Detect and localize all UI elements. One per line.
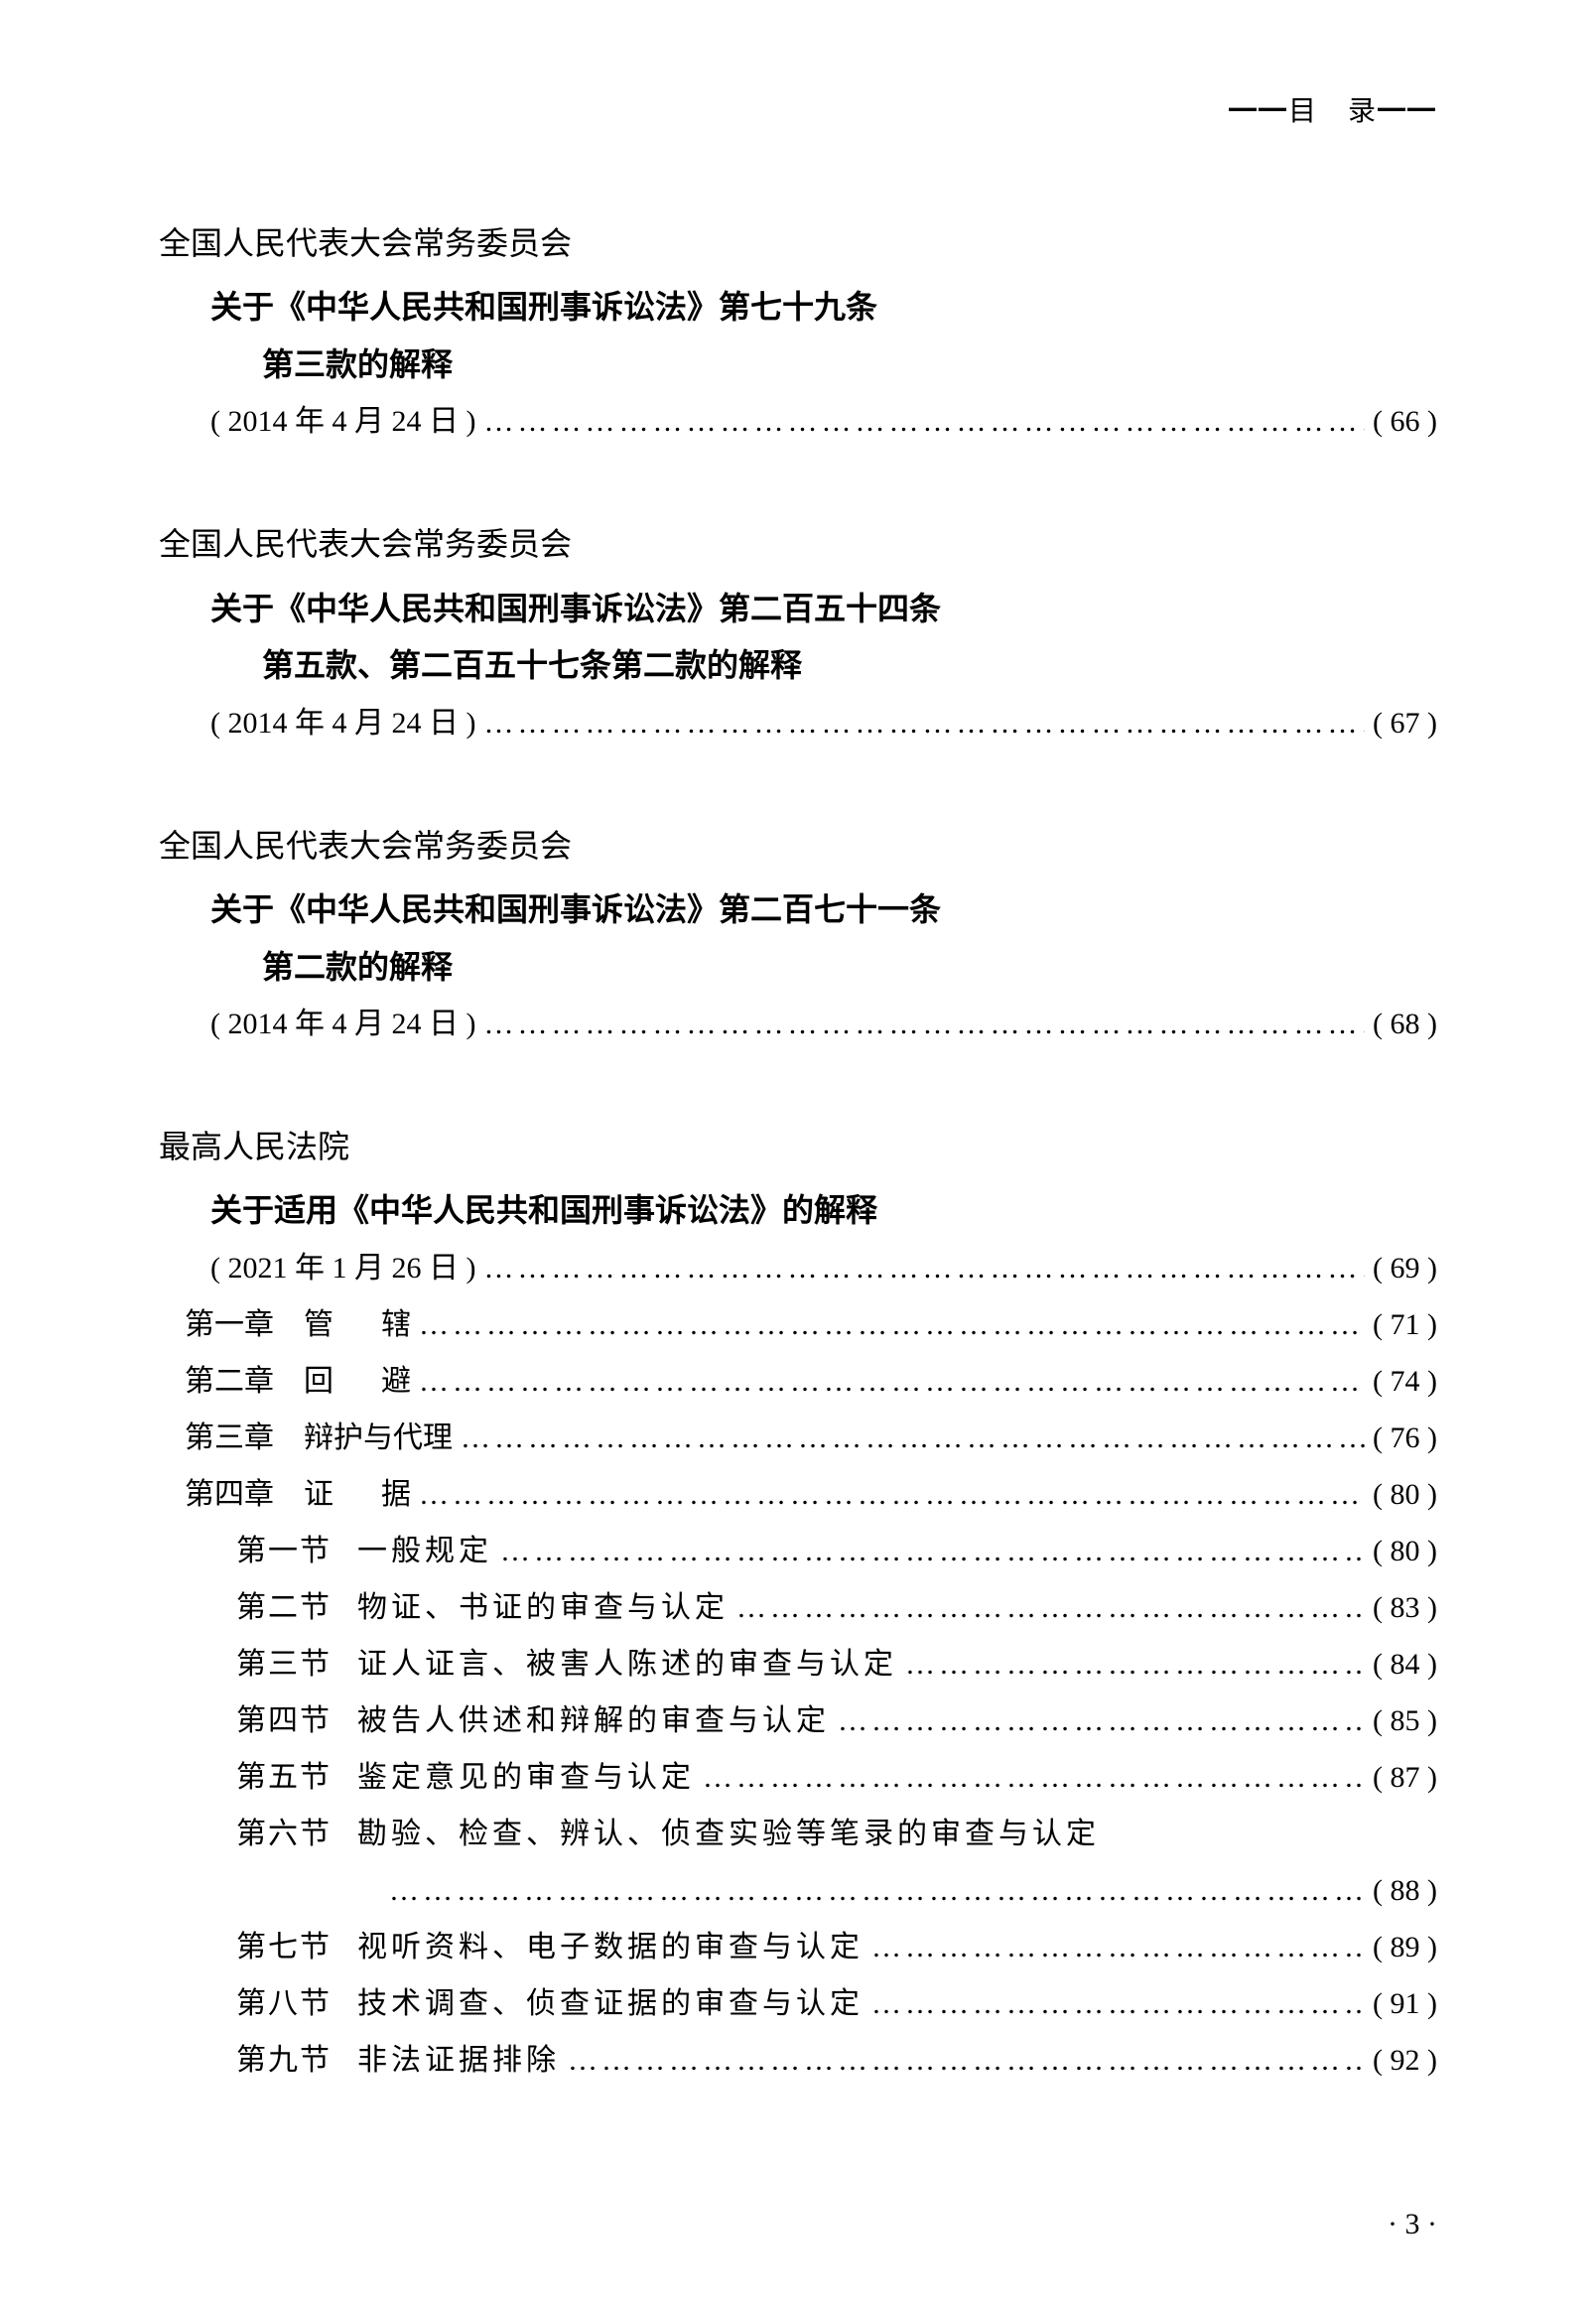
leader-dots: ……………………………………………………………………………………………………	[736, 1579, 1365, 1636]
leader-dots: ……………………………………………………………………………………………………	[871, 1919, 1365, 1975]
leader-dots: ……………………………………………………………………………………………………	[703, 1749, 1365, 1806]
toc-section: 第八节技术调查、侦查证据的审查与认定……………………………………………………………	[236, 1975, 1437, 2032]
leader-dots: ……………………………………………………………………………………………………	[389, 1862, 1365, 1919]
page-number: ( 84 )	[1373, 1636, 1437, 1692]
page-number: ( 66 )	[1373, 393, 1437, 450]
toc-chapter: 第一章管辖………………………………………………………………………………………………	[185, 1296, 1437, 1353]
toc-section: 第七节视听资料、电子数据的审查与认定……………………………………………………………	[236, 1919, 1437, 1975]
section-label: 第五节	[236, 1749, 332, 1806]
leader-dots: ……………………………………………………………………………………………………	[483, 393, 1365, 450]
chapter-title: 辩护与代理	[304, 1410, 453, 1466]
section-label: 第七节	[236, 1919, 332, 1975]
chapter-label: 第四章	[185, 1466, 274, 1523]
page-number: ( 88 )	[1373, 1862, 1437, 1919]
page-number: ( 76 )	[1373, 1410, 1437, 1466]
leader-dots: ……………………………………………………………………………………………………	[905, 1636, 1365, 1692]
toc-chapter: 第二章回避………………………………………………………………………………………………	[185, 1353, 1437, 1410]
page-number: ( 83 )	[1373, 1579, 1437, 1636]
page-number: ( 68 )	[1373, 996, 1437, 1052]
entry-title-line: 关于《中华人民共和国刑事诉讼法》第七十九条	[210, 279, 1437, 337]
toc-chapter: 第三章辩护与代理………………………………………………………………………………………	[185, 1410, 1437, 1466]
toc-section: 第一节一般规定…………………………………………………………………………………………	[236, 1523, 1437, 1579]
leader-dots: ……………………………………………………………………………………………………	[500, 1523, 1365, 1579]
date-page-line: ( 2014 年 4 月 24 日 )…………………………………………………………	[210, 996, 1437, 1052]
section-label: 第三节	[236, 1636, 332, 1692]
section-title: 一般规定	[357, 1523, 492, 1579]
toc-section: 第五节鉴定意见的审查与认定…………………………………………………………………………	[236, 1749, 1437, 1806]
page-footer: · 3 ·	[1388, 2208, 1437, 2241]
toc-entry: 最高人民法院 关于适用《中华人民共和国刑事诉讼法》的解释 ( 2021 年 1 …	[159, 1122, 1437, 2089]
section-title: 证人证言、被害人陈述的审查与认定	[357, 1636, 897, 1692]
date-page-line: ( 2014 年 4 月 24 日 )…………………………………………………………	[210, 393, 1437, 450]
section-label: 第一节	[236, 1523, 332, 1579]
leader-dots: ……………………………………………………………………………………………………	[483, 695, 1365, 751]
section-label: 第四节	[236, 1692, 332, 1749]
section-title: 鉴定意见的审查与认定	[357, 1749, 695, 1806]
section-title: 物证、书证的审查与认定	[357, 1579, 729, 1636]
entry-title-line: 关于《中华人民共和国刑事诉讼法》第二百七十一条	[210, 881, 1437, 939]
issuing-org: 最高人民法院	[159, 1122, 1437, 1172]
page-number: ( 80 )	[1373, 1523, 1437, 1579]
section-title: 视听资料、电子数据的审查与认定	[357, 1919, 864, 1975]
leader-dots: ……………………………………………………………………………………………………	[483, 996, 1365, 1052]
leader-dots: ……………………………………………………………………………………………………	[483, 1240, 1365, 1296]
issuing-org: 全国人民代表大会常务委员会	[159, 218, 1437, 269]
toc-entry: 全国人民代表大会常务委员会关于《中华人民共和国刑事诉讼法》第七十九条第三款的解释…	[159, 218, 1437, 519]
page-number: ( 87 )	[1373, 1749, 1437, 1806]
entry-date: ( 2014 年 4 月 24 日 )	[210, 695, 475, 751]
toc-section: 第二节物证、书证的审查与认定………………………………………………………………………	[236, 1579, 1437, 1636]
section-label: 第九节	[236, 2032, 332, 2089]
entry-date: ( 2021 年 1 月 26 日 )	[210, 1240, 475, 1296]
section-title: 技术调查、侦查证据的审查与认定	[357, 1975, 864, 2032]
issuing-org: 全国人民代表大会常务委员会	[159, 821, 1437, 872]
leader-dots: ……………………………………………………………………………………………………	[419, 1353, 1365, 1410]
section-label: 第二节	[236, 1579, 332, 1636]
entry-date: ( 2014 年 4 月 24 日 )	[210, 996, 475, 1052]
entry-title: 关于适用《中华人民共和国刑事诉讼法》的解释	[210, 1182, 1437, 1240]
entry-title-line: 关于《中华人民共和国刑事诉讼法》第二百五十四条	[210, 581, 1437, 638]
toc-chapter: 第四章证据………………………………………………………………………………………………	[185, 1466, 1437, 1523]
page-number: ( 71 )	[1373, 1296, 1437, 1353]
entry-title-line: 第三款的解释	[262, 337, 1437, 394]
section-label: 第八节	[236, 1975, 332, 2032]
chapter-label: 第三章	[185, 1410, 274, 1466]
date-page-line: ( 2021 年 1 月 26 日 ) ………………………………………………………	[210, 1240, 1437, 1296]
page-number: ( 89 )	[1373, 1919, 1437, 1975]
page-number: ( 80 )	[1373, 1466, 1437, 1523]
issuing-org: 全国人民代表大会常务委员会	[159, 519, 1437, 570]
page-number: ( 69 )	[1373, 1240, 1437, 1296]
entry-title-line: 第二款的解释	[262, 939, 1437, 997]
date-page-line: ( 2014 年 4 月 24 日 )…………………………………………………………	[210, 695, 1437, 751]
toc-entry: 全国人民代表大会常务委员会关于《中华人民共和国刑事诉讼法》第二百五十四条第五款、…	[159, 519, 1437, 820]
chapter-label: 第一章	[185, 1296, 274, 1353]
section-title: 被告人供述和辩解的审查与认定	[357, 1692, 830, 1749]
leader-dots: ……………………………………………………………………………………………………	[461, 1410, 1365, 1466]
toc-section: 第四节被告人供述和辩解的审查与认定………………………………………………………………	[236, 1692, 1437, 1749]
entry-date: ( 2014 年 4 月 24 日 )	[210, 393, 475, 450]
leader-dots: ……………………………………………………………………………………………………	[838, 1692, 1365, 1749]
leader-dots: ……………………………………………………………………………………………………	[419, 1466, 1365, 1523]
entry-title-line: 第五款、第二百五十七条第二款的解释	[262, 637, 1437, 695]
page-number: ( 67 )	[1373, 695, 1437, 751]
leader-dots: ……………………………………………………………………………………………………	[568, 2032, 1365, 2089]
section-title: 勘验、检查、辨认、侦查实验等笔录的审查与认定	[357, 1806, 1100, 1862]
section-title: 非法证据排除	[357, 2032, 560, 2089]
page-number: ( 74 )	[1373, 1353, 1437, 1410]
section-label: 第六节	[236, 1806, 332, 1862]
leader-dots: ……………………………………………………………………………………………………	[871, 1975, 1365, 2032]
page-number: ( 85 )	[1373, 1692, 1437, 1749]
toc-entry: 全国人民代表大会常务委员会关于《中华人民共和国刑事诉讼法》第二百七十一条第二款的…	[159, 821, 1437, 1122]
chapter-label: 第二章	[185, 1353, 274, 1410]
toc-section: 第九节非法证据排除……………………………………………………………………………………	[236, 2032, 1437, 2089]
toc-section: 第三节证人证言、被害人陈述的审查与认定…………………………………………………………	[236, 1636, 1437, 1692]
leader-dots: ……………………………………………………………………………………………………	[419, 1296, 1365, 1353]
page-number: ( 92 )	[1373, 2032, 1437, 2089]
page-number: ( 91 )	[1373, 1975, 1437, 2032]
toc-section-wrapped: 第六节 勘验、检查、辨认、侦查实验等笔录的审查与认定 ……………………………………	[236, 1806, 1437, 1919]
page-header: ━━目 录━━	[159, 89, 1437, 129]
